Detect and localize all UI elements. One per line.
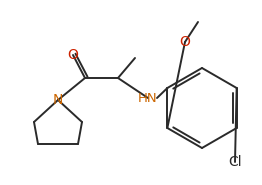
Text: HN: HN [138,92,158,105]
Text: O: O [179,35,190,49]
Text: O: O [68,48,78,62]
Text: N: N [53,93,63,107]
Text: Cl: Cl [228,155,242,169]
